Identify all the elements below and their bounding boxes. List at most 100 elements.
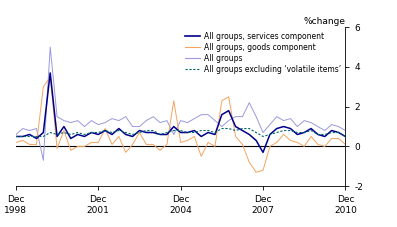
All groups, goods component bbox=[302, 145, 306, 148]
All groups, goods component bbox=[34, 143, 39, 146]
All groups bbox=[295, 133, 300, 136]
All groups, goods component bbox=[110, 143, 114, 146]
All groups, goods component bbox=[137, 131, 142, 134]
All groups bbox=[322, 135, 327, 138]
All groups, services component bbox=[96, 123, 100, 126]
All groups, services component bbox=[164, 119, 169, 122]
All groups, goods component bbox=[13, 141, 18, 144]
All groups, goods component bbox=[274, 141, 279, 144]
All groups bbox=[137, 129, 142, 132]
All groups, goods component bbox=[206, 141, 210, 144]
All groups excluding ‘volatile items’ bbox=[34, 135, 39, 138]
All groups, services component bbox=[254, 115, 258, 118]
All groups excluding ‘volatile items’ bbox=[75, 131, 80, 134]
All groups bbox=[20, 135, 25, 138]
All groups excluding ‘volatile items’ bbox=[151, 129, 156, 132]
All groups bbox=[233, 125, 238, 128]
All groups bbox=[68, 137, 73, 140]
All groups, goods component bbox=[116, 135, 121, 138]
All groups, goods component bbox=[260, 169, 265, 172]
All groups excluding ‘volatile items’ bbox=[254, 131, 258, 134]
All groups, services component bbox=[103, 121, 108, 124]
All groups, goods component bbox=[151, 143, 156, 146]
All groups excluding ‘volatile items’ bbox=[281, 129, 286, 132]
All groups, goods component bbox=[240, 143, 245, 146]
All groups, services component bbox=[336, 125, 341, 128]
All groups bbox=[343, 135, 348, 138]
All groups, goods component bbox=[336, 137, 341, 140]
All groups, services component bbox=[27, 129, 32, 132]
All groups bbox=[151, 131, 156, 134]
All groups bbox=[260, 151, 265, 154]
All groups, services component bbox=[274, 115, 279, 118]
All groups bbox=[144, 131, 149, 134]
All groups, services component bbox=[192, 117, 197, 120]
All groups, services component bbox=[281, 119, 286, 122]
All groups bbox=[41, 131, 46, 134]
All groups excluding ‘volatile items’ bbox=[274, 131, 279, 134]
All groups, services component bbox=[220, 125, 224, 128]
All groups, goods component bbox=[20, 139, 25, 142]
All groups, goods component bbox=[130, 143, 135, 146]
Line: All groups, goods component: All groups, goods component bbox=[16, 77, 345, 172]
All groups bbox=[220, 113, 224, 116]
All groups, goods component bbox=[247, 161, 252, 164]
All groups, services component bbox=[199, 113, 204, 116]
All groups, services component bbox=[62, 119, 66, 122]
All groups bbox=[172, 125, 176, 128]
All groups excluding ‘volatile items’ bbox=[130, 133, 135, 136]
All groups excluding ‘volatile items’ bbox=[185, 131, 190, 134]
All groups excluding ‘volatile items’ bbox=[268, 133, 272, 136]
All groups, goods component bbox=[220, 99, 224, 102]
All groups, services component bbox=[110, 117, 114, 120]
All groups, services component bbox=[268, 123, 272, 126]
All groups, goods component bbox=[62, 129, 66, 132]
All groups bbox=[13, 135, 18, 138]
All groups excluding ‘volatile items’ bbox=[137, 131, 142, 134]
All groups bbox=[302, 131, 306, 134]
All groups, services component bbox=[240, 115, 245, 118]
All groups excluding ‘volatile items’ bbox=[20, 135, 25, 138]
All groups bbox=[226, 109, 231, 112]
All groups excluding ‘volatile items’ bbox=[316, 133, 320, 136]
All groups bbox=[329, 129, 334, 132]
All groups, goods component bbox=[75, 145, 80, 148]
All groups excluding ‘volatile items’ bbox=[158, 133, 162, 136]
All groups excluding ‘volatile items’ bbox=[89, 131, 94, 134]
All groups excluding ‘volatile items’ bbox=[295, 131, 300, 134]
All groups, services component bbox=[116, 119, 121, 122]
All groups bbox=[254, 139, 258, 142]
All groups bbox=[48, 72, 52, 74]
All groups excluding ‘volatile items’ bbox=[212, 131, 217, 134]
All groups excluding ‘volatile items’ bbox=[329, 131, 334, 134]
All groups, goods component bbox=[164, 143, 169, 146]
All groups bbox=[274, 127, 279, 130]
All groups bbox=[206, 131, 210, 134]
All groups, goods component bbox=[68, 149, 73, 152]
All groups excluding ‘volatile items’ bbox=[240, 127, 245, 130]
All groups bbox=[89, 131, 94, 134]
All groups excluding ‘volatile items’ bbox=[68, 133, 73, 136]
All groups, services component bbox=[316, 125, 320, 128]
All groups, services component bbox=[288, 117, 293, 120]
All groups excluding ‘volatile items’ bbox=[343, 135, 348, 138]
All groups excluding ‘volatile items’ bbox=[288, 129, 293, 132]
All groups excluding ‘volatile items’ bbox=[110, 131, 114, 134]
All groups, services component bbox=[247, 101, 252, 104]
All groups excluding ‘volatile items’ bbox=[247, 127, 252, 130]
All groups, goods component bbox=[178, 141, 183, 144]
All groups, goods component bbox=[322, 145, 327, 148]
All groups excluding ‘volatile items’ bbox=[27, 135, 32, 138]
Line: All groups: All groups bbox=[16, 73, 345, 152]
All groups, goods component bbox=[82, 145, 87, 148]
All groups bbox=[116, 127, 121, 130]
All groups, services component bbox=[75, 119, 80, 122]
All groups, goods component bbox=[185, 139, 190, 142]
All groups, services component bbox=[34, 127, 39, 130]
All groups, services component bbox=[41, 159, 46, 162]
All groups, services component bbox=[137, 125, 142, 128]
All groups, goods component bbox=[226, 95, 231, 98]
All groups bbox=[212, 133, 217, 136]
All groups excluding ‘volatile items’ bbox=[48, 131, 52, 134]
All groups excluding ‘volatile items’ bbox=[309, 129, 314, 132]
